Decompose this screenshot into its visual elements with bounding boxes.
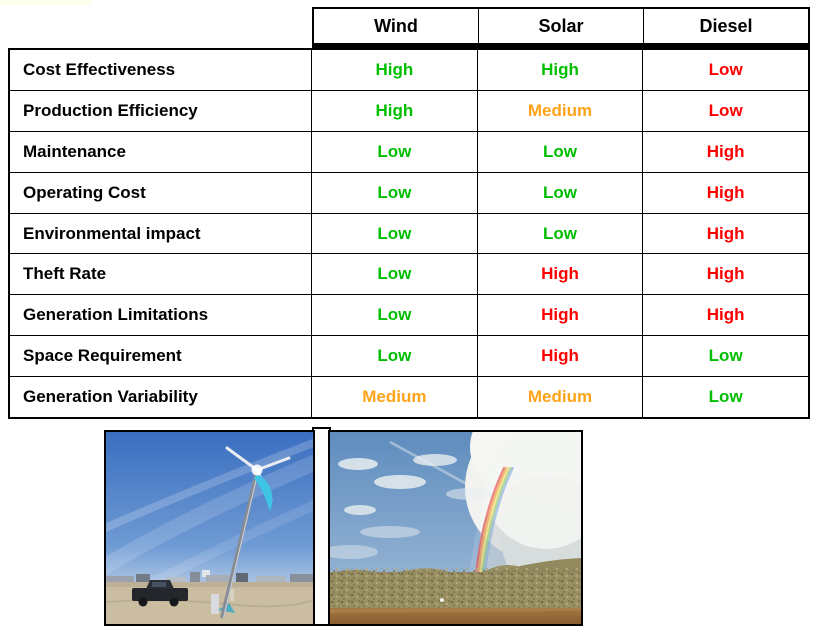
rating-value: Low <box>377 264 412 284</box>
rating-value: High <box>541 264 579 284</box>
rating-cell: High <box>478 295 644 336</box>
row-label: Space Requirement <box>10 336 312 377</box>
rainbow-photo-art <box>322 395 660 624</box>
top-left-artifact <box>0 0 92 5</box>
row-label: Environmental impact <box>10 213 312 254</box>
rating-value: High <box>706 223 745 243</box>
rating-value: Low <box>377 305 412 325</box>
rating-cell: Medium <box>312 377 478 418</box>
row-label: Operating Cost <box>10 172 312 213</box>
rating-cell: Low <box>312 254 478 295</box>
rating-cell: Low <box>643 91 808 131</box>
table-row: Space Requirement Low High Low <box>10 336 808 378</box>
rating-cell: High <box>312 50 478 90</box>
rating-cell: Low <box>478 172 644 213</box>
rating-value: Low <box>543 223 577 243</box>
table-row: Operating Cost Low Low High <box>10 172 808 214</box>
rating-cell: Low <box>643 336 808 376</box>
rating-cell: High <box>643 132 808 172</box>
rating-cell: High <box>478 254 644 295</box>
rating-cell: Low <box>478 131 644 172</box>
rating-value: High <box>541 346 579 366</box>
rating-value: High <box>706 141 745 161</box>
rating-value: Low <box>708 100 743 120</box>
rating-value: Low <box>377 346 412 366</box>
rating-value: Low <box>377 141 412 161</box>
rating-cell: Medium <box>478 377 644 418</box>
rating-cell: High <box>643 254 808 294</box>
comparison-table-header: Wind Solar Diesel <box>312 7 810 48</box>
table-row: Generation Variability Medium Medium Low <box>10 377 808 418</box>
row-label: Production Efficiency <box>10 90 312 131</box>
rating-value: Low <box>377 223 412 243</box>
row-label: Maintenance <box>10 131 312 172</box>
rating-value: Low <box>708 387 743 407</box>
rating-value: Medium <box>527 387 593 407</box>
rainbow-photo <box>322 395 660 626</box>
rating-value: High <box>541 305 579 325</box>
rating-value: High <box>541 59 579 79</box>
rating-cell: Low <box>478 213 644 254</box>
rating-value: High <box>706 305 745 325</box>
column-header-diesel: Diesel <box>644 9 808 43</box>
column-header-label: Wind <box>374 15 418 36</box>
rating-cell: Medium <box>478 90 644 131</box>
rating-value: Low <box>377 182 412 202</box>
rating-value: High <box>375 100 414 120</box>
rating-value: Low <box>543 182 577 202</box>
rating-value: High <box>706 182 745 202</box>
table-row: Theft Rate Low High High <box>10 254 808 296</box>
rating-value: Medium <box>362 387 427 407</box>
rating-value: Low <box>708 346 743 366</box>
column-header-wind: Wind <box>314 9 479 43</box>
rating-value: Low <box>543 141 577 161</box>
column-header-label: Solar <box>538 15 584 36</box>
rating-value: High <box>375 59 414 79</box>
rating-cell: High <box>478 50 644 90</box>
rating-cell: Low <box>643 50 808 90</box>
rating-cell: Low <box>643 377 808 417</box>
rating-cell: Low <box>312 213 478 254</box>
table-row: Maintenance Low Low High <box>10 131 808 173</box>
rating-cell: High <box>312 90 478 131</box>
comparison-table-body: Cost Effectiveness High High Low Product… <box>8 48 810 419</box>
table-row: Cost Effectiveness High High Low <box>10 50 808 91</box>
table-row: Production Efficiency High Medium Low <box>10 90 808 132</box>
rating-value: Medium <box>527 100 593 120</box>
rating-value: High <box>706 264 745 284</box>
rating-cell: Low <box>312 131 478 172</box>
rating-cell: High <box>643 295 808 335</box>
rating-cell: High <box>643 214 808 254</box>
wind-turbine-photo <box>91 430 324 626</box>
rating-cell: Low <box>312 172 478 213</box>
row-label: Generation Limitations <box>10 295 312 336</box>
rating-cell: High <box>643 173 808 213</box>
row-label: Theft Rate <box>10 254 312 295</box>
row-label: Cost Effectiveness <box>10 50 312 90</box>
rating-cell: Low <box>312 295 478 336</box>
row-label: Generation Variability <box>10 377 312 418</box>
column-header-solar: Solar <box>479 9 644 43</box>
rating-value: Low <box>708 59 743 79</box>
table-row: Environmental impact Low Low High <box>10 213 808 255</box>
rating-cell: High <box>478 336 644 377</box>
wind-turbine-photo-art <box>91 432 324 624</box>
rating-cell: Low <box>312 336 478 377</box>
table-row: Generation Limitations Low High High <box>10 295 808 337</box>
column-header-label: Diesel <box>699 15 753 36</box>
